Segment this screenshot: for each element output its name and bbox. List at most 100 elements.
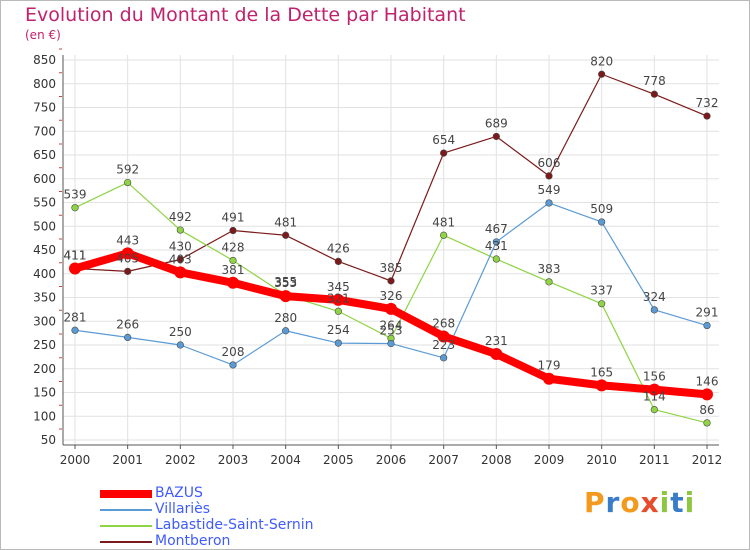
data-label: 355 [274,275,297,289]
x-tick-label: 2009 [534,453,565,467]
data-label: 281 [64,310,87,324]
data-point [282,231,290,239]
x-tick-label: 2008 [481,453,512,467]
data-label: 250 [169,325,192,339]
data-label: 253 [380,324,403,338]
data-point [176,341,184,349]
data-point [598,300,606,308]
logo-letter: t [670,486,685,519]
data-point [492,132,500,141]
data-label: 353 [274,276,297,290]
y-tick-label: 200 [33,362,56,376]
unit-label: (en €) [25,28,61,42]
data-label: 592 [116,163,139,177]
data-point [490,348,503,361]
y-tick-label: 50 [41,433,56,447]
data-label: 492 [169,210,192,224]
data-point [648,383,661,396]
data-label: 321 [327,291,350,305]
data-label: 606 [538,156,561,170]
data-point [543,372,555,385]
data-point [650,90,658,98]
data-label: 481 [274,215,297,229]
legend-label: BAZUS [155,485,203,501]
data-point [650,306,658,314]
data-point [598,70,606,78]
data-label: 383 [538,262,561,276]
data-point [703,419,711,427]
x-tick-label: 2010 [586,453,617,467]
data-point [282,327,290,335]
y-tick-label: 600 [33,172,56,186]
data-point [650,406,658,414]
data-point [595,379,608,392]
data-label: 428 [222,240,245,254]
data-point [701,388,713,401]
y-tick-label: 500 [33,219,56,233]
data-label: 146 [696,374,719,388]
x-tick-label: 2005 [323,453,354,467]
data-label: 324 [643,290,666,304]
data-label: 509 [590,202,613,216]
data-point [334,307,342,315]
data-point [332,293,345,306]
data-point [598,218,606,226]
data-label: 179 [538,359,561,373]
data-label: 431 [485,239,508,253]
data-label: 114 [643,390,666,404]
data-label: 165 [590,365,613,379]
logo-letter: x [640,486,660,519]
data-point [703,112,711,120]
data-label: 405 [116,251,139,265]
data-label: 430 [169,240,192,254]
data-label: 385 [380,261,403,275]
x-tick-label: 2012 [692,453,723,467]
data-point [124,333,132,342]
y-tick-label: 550 [33,196,56,210]
data-label: 411 [64,249,87,263]
x-tick-label: 2003 [218,453,249,467]
y-tick-label: 350 [33,291,56,305]
data-point [69,262,81,275]
data-point [440,354,448,362]
data-label: 426 [327,241,350,255]
logo-letter: i [659,486,671,519]
data-point [334,257,342,266]
legend-label: Montberon [155,533,231,549]
data-label: 268 [432,316,455,330]
data-label: 280 [274,311,297,325]
data-point [437,330,450,343]
legend-swatch [100,525,152,527]
data-point [545,278,553,286]
data-point [124,267,132,275]
data-point [229,226,237,235]
data-point [124,178,132,187]
data-point [545,199,553,207]
data-label: 208 [222,345,245,359]
data-point [385,302,397,315]
y-tick-label: 650 [33,148,56,162]
logo-letter: o [620,486,641,519]
y-tick-label: 850 [33,53,56,67]
data-label: 467 [485,222,508,236]
legend-swatch [100,541,152,543]
legend-label: Labastide-Saint-Sernin [155,517,314,533]
data-label: 820 [590,54,613,68]
legend-swatch [100,509,152,511]
data-point [492,238,500,246]
data-point [176,255,184,264]
data-label: 732 [696,96,719,110]
data-point [440,149,448,157]
y-tick-label: 800 [33,77,56,91]
data-point [440,231,448,239]
data-label: 86 [699,403,714,417]
data-point [492,255,500,263]
data-label: 381 [222,263,245,277]
data-label: 411 [64,249,87,263]
data-label: 481 [432,215,455,229]
y-tick-label: 150 [33,386,56,400]
data-label: 403 [169,252,192,266]
y-tick-label: 400 [33,267,56,281]
data-point [71,204,79,212]
y-tick-label: 700 [33,124,56,138]
